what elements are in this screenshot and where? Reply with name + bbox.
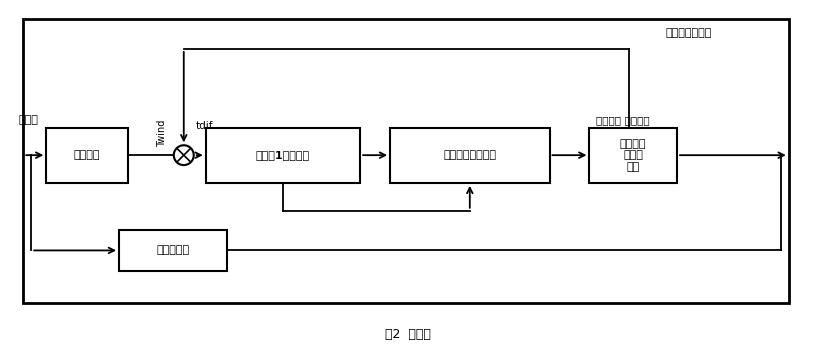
Text: 涡轮机的角速度: 涡轮机的角速度	[666, 28, 712, 38]
Text: 风功率: 风功率	[19, 115, 38, 125]
Text: 涡轮机基
准额定
功率: 涡轮机基 准额定 功率	[620, 138, 646, 172]
Text: tdif: tdif	[196, 121, 213, 131]
Text: 转矩模块: 转矩模块	[73, 150, 100, 160]
Circle shape	[174, 145, 193, 165]
Text: 质能块的阻尼系数: 质能块的阻尼系数	[443, 150, 496, 160]
Bar	[390, 129, 549, 183]
Text: Twind: Twind	[157, 120, 166, 147]
Text: 图2  轴模型: 图2 轴模型	[385, 328, 431, 341]
Bar	[119, 230, 227, 271]
Bar	[589, 129, 677, 183]
Text: 齿轮箱模块: 齿轮箱模块	[156, 245, 189, 256]
Text: 机械转矩 输出功率: 机械转矩 输出功率	[596, 115, 650, 125]
Bar	[47, 129, 128, 183]
Bar	[24, 19, 789, 303]
Bar	[206, 129, 360, 183]
Text: 质能块1转矩模块: 质能块1转矩模块	[256, 150, 310, 160]
